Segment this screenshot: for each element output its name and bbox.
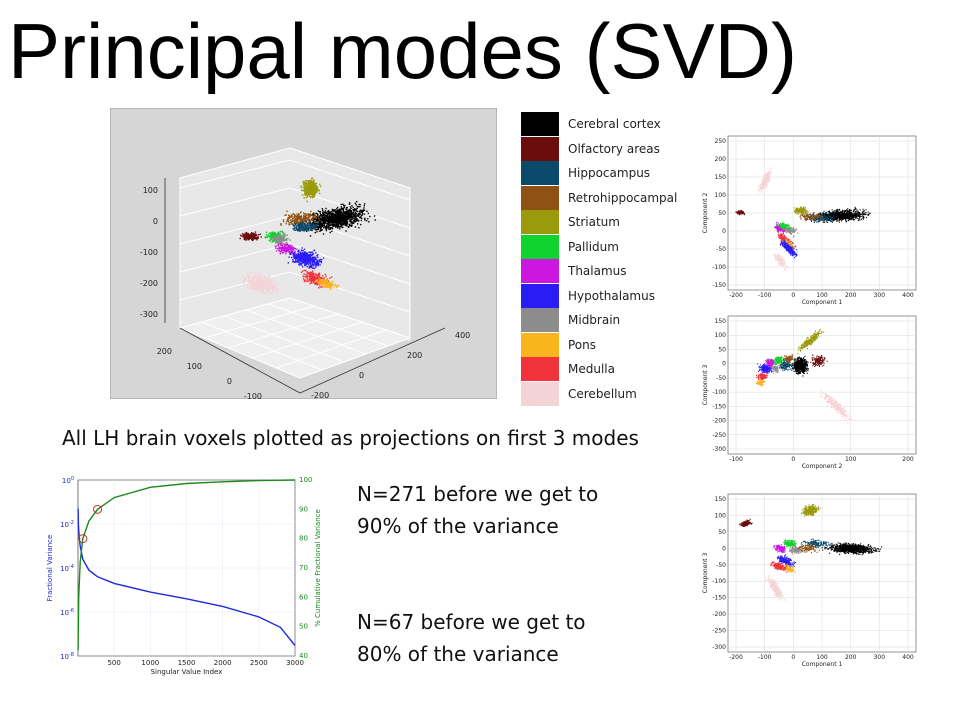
legend-label: Cerebral cortex: [568, 117, 661, 131]
legend-item: Cerebral cortex: [521, 112, 711, 136]
legend-item: Medulla: [521, 357, 711, 381]
page-title: Principal modes (SVD): [8, 7, 797, 95]
figure-caption: All LH brain voxels plotted as projectio…: [62, 426, 639, 450]
legend-swatch: [521, 112, 559, 136]
legend-swatch: [521, 381, 559, 406]
legend-swatch: [521, 210, 559, 234]
legend-label: Olfactory areas: [568, 141, 660, 156]
variance-chart: 500 1000 1500 2000 2500 3000 100 10-2 10-4 10-6 10…: [40, 468, 340, 678]
svg-text:0: 0: [791, 292, 795, 299]
svg-text:-100: -100: [244, 392, 262, 399]
legend-swatch: [521, 357, 559, 381]
legend-item: Pons: [521, 332, 711, 357]
legend-swatch: [521, 136, 559, 161]
legend-item: Hippocampus: [521, 161, 711, 185]
legend-swatch: [521, 161, 559, 185]
legend-item: Pallidum: [521, 234, 711, 259]
svg-text:100: 100: [816, 292, 828, 299]
scatter-component2-vs-3: -100 0 100 200 150 100 50 0 -50 -100 -150 -200 -250-…: [700, 310, 922, 470]
legend-swatch: [521, 234, 559, 259]
scatter-component1-vs-2: -200 -100 0 100 200 300 400 250 200 150 100 50 0 -50 -…: [700, 130, 922, 306]
svg-text:200: 200: [845, 292, 857, 299]
legend-label: Pons: [568, 337, 597, 352]
svg-text:400: 400: [902, 292, 914, 299]
note-90-percent: N=271 before we get to 90% of the varian…: [357, 482, 599, 538]
legend-label: Cerebellum: [568, 386, 637, 401]
legend-item: Cerebellum: [521, 381, 711, 406]
svg-text:-200: -200: [140, 279, 158, 288]
legend-swatch: [521, 308, 559, 332]
svg-text:200: 200: [157, 347, 172, 356]
svg-text:300: 300: [874, 292, 886, 299]
legend-label: Thalamus: [568, 264, 627, 278]
legend-label: Midbrain: [568, 313, 621, 327]
svg-text:400: 400: [455, 331, 470, 340]
scatter-3d-plot: 100 0 -100 -200 -300 200 100 0 -100 400 200 0 -200: [110, 108, 497, 399]
svg-text:0: 0: [722, 228, 726, 235]
svg-text:-100: -100: [712, 264, 726, 271]
legend-label: Pallidum: [568, 239, 619, 254]
legend-swatch: [521, 259, 559, 283]
svg-text:0: 0: [153, 217, 158, 226]
legend-label: Hypothalamus: [568, 288, 655, 303]
svg-text:-150: -150: [712, 282, 726, 289]
svg-text:100: 100: [715, 192, 727, 199]
variance-series-line: [77, 479, 296, 651]
legend-item: Thalamus: [521, 259, 711, 283]
svg-text:-300: -300: [140, 310, 158, 319]
legend-item: Retrohippocampal: [521, 185, 711, 210]
legend-item: Midbrain: [521, 308, 711, 332]
legend-label: Retrohippocampal: [568, 190, 678, 205]
legend-item: Hypothalamus: [521, 283, 711, 308]
svg-text:0: 0: [227, 377, 232, 386]
legend-swatch: [521, 185, 559, 210]
svg-text:100: 100: [143, 186, 158, 195]
scatter-3d-svg: 100 0 -100 -200 -300 200 100 0 -100 400 200 0 -200: [110, 108, 497, 399]
svg-text:-100: -100: [140, 248, 158, 257]
svg-text:-50: -50: [716, 246, 726, 253]
svg-text:200: 200: [715, 156, 727, 163]
svg-text:0: 0: [359, 371, 364, 380]
svg-text:50: 50: [718, 210, 726, 217]
legend-swatch: [521, 332, 559, 357]
legend-label: Hippocampus: [568, 166, 651, 180]
svg-text:150: 150: [715, 174, 727, 181]
scatter-component1-vs-3: -200 -100 0 100 200 300 400 150 100 50 0 -50 -100 -15…: [700, 488, 922, 668]
svg-text:Component 1: Component 1: [802, 299, 843, 306]
svg-text:Component 2: Component 2: [702, 193, 709, 234]
legend-swatch: [521, 283, 559, 308]
svg-text:-200: -200: [729, 292, 743, 299]
svg-text:200: 200: [407, 351, 422, 360]
svg-text:250: 250: [715, 138, 727, 145]
svg-text:-100: -100: [758, 292, 772, 299]
svg-text:-200: -200: [311, 391, 329, 399]
legend-label: Medulla: [568, 362, 615, 376]
threshold-marker: [78, 534, 88, 544]
note-80-percent: N=67 before we get to 80% of the varianc…: [357, 610, 586, 666]
legend-item: Olfactory areas: [521, 136, 711, 161]
svg-text:100: 100: [187, 362, 202, 371]
threshold-marker: [93, 504, 103, 514]
legend-item: Striatum: [521, 210, 711, 234]
legend-label: Striatum: [568, 215, 620, 229]
